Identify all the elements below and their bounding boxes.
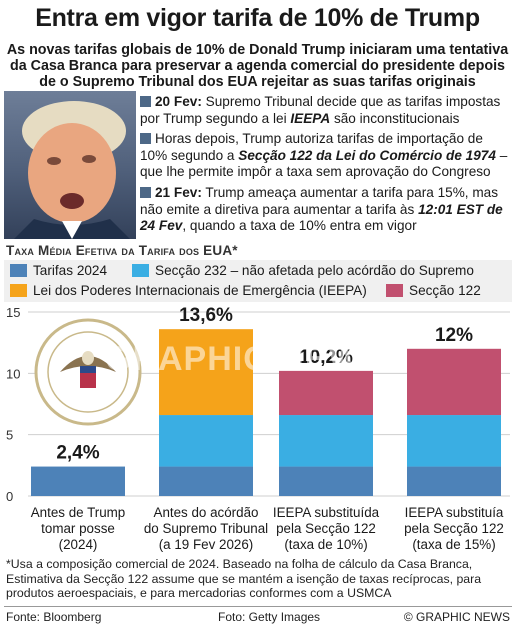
legend-label: Secção 232 – não afetada pelo acórdão do… xyxy=(155,263,474,278)
bullet-square-icon xyxy=(140,96,151,107)
legend-item: Lei dos Poderes Internacionais de Emergê… xyxy=(10,283,367,299)
category-label: (a 19 Fev 2026) xyxy=(159,537,254,552)
bar-value-label: 2,4% xyxy=(56,443,99,464)
category-label: (2024) xyxy=(59,537,98,552)
bar-segment xyxy=(279,370,373,416)
timeline-text: são inconstitucionais xyxy=(330,110,460,126)
legend-swatch xyxy=(10,284,27,297)
category-label: IEEPA substituía xyxy=(405,505,504,520)
trump-photo xyxy=(4,91,136,239)
category-label: tomar posse xyxy=(41,521,115,536)
category-label: pela Secção 122 xyxy=(276,521,376,536)
y-tick-label: 15 xyxy=(6,305,20,320)
timeline: 20 Fev: Supremo Tribunal decide que as t… xyxy=(140,94,512,239)
timeline-text: Trump ameaça aumentar a tarifa para 15%,… xyxy=(140,184,499,217)
legend-item: Secção 122 xyxy=(386,283,481,299)
footnote: *Usa a composição comercial de 2024. Bas… xyxy=(6,557,482,600)
category-label: IEEPA substituída xyxy=(273,505,380,520)
y-tick-label: 10 xyxy=(6,366,20,381)
legend-swatch xyxy=(386,284,403,297)
bar-segment xyxy=(407,466,501,496)
category-label: pela Secção 122 xyxy=(404,521,504,536)
timeline-emphasis: 12:01 EST de 24 Fev xyxy=(140,201,503,234)
bar-value-label: 10,2% xyxy=(299,347,353,368)
timeline-date: 21 Fev: xyxy=(155,184,202,200)
source-credit: Fonte: Bloomberg xyxy=(6,610,102,624)
legend-label: Tarifas 2024 xyxy=(33,263,108,278)
bar-segment xyxy=(159,415,253,467)
timeline-date: 20 Fev: xyxy=(155,94,202,109)
bar-value-label: 13,6% xyxy=(179,305,233,326)
category-label: Antes de Trump xyxy=(31,505,126,520)
bar-segment xyxy=(407,348,501,416)
timeline-text: Supremo Tribunal decide que as tarifas i… xyxy=(140,94,501,126)
timeline-text: – que lhe permite impôr a taxa sem aprov… xyxy=(140,147,508,180)
y-tick-label: 5 xyxy=(6,428,13,443)
legend-swatch xyxy=(132,264,149,277)
timeline-item: 20 Fev: Supremo Tribunal decide que as t… xyxy=(140,94,512,127)
copyright: © GRAPHIC NEWS xyxy=(403,610,510,624)
timeline-item: 21 Fev: Trump ameaça aumentar a tarifa p… xyxy=(140,185,512,235)
category-label: Antes do acórdão xyxy=(154,505,259,520)
timeline-text: Horas depois, Trump autoriza tarifas de … xyxy=(140,131,483,163)
bullet-square-icon xyxy=(140,133,151,145)
bar-segment xyxy=(159,329,253,416)
legend-swatch xyxy=(10,264,27,277)
bar-segment xyxy=(279,466,373,496)
category-label: (taxa de 10%) xyxy=(284,537,367,552)
bar-segment xyxy=(279,415,373,467)
category-label: (taxa de 15%) xyxy=(412,537,495,552)
legend-item: Secção 232 – não afetada pelo acórdão do… xyxy=(132,263,474,279)
chart-title: Taxa Média Efetiva da Tarifa dos EUA* xyxy=(6,243,238,258)
chart-legend: Tarifas 2024 Secção 232 – não afetada pe… xyxy=(4,260,512,302)
credits-bar: Fonte: Bloomberg Foto: Getty Images © GR… xyxy=(4,606,512,624)
bullet-square-icon xyxy=(140,186,151,198)
legend-item: Tarifas 2024 xyxy=(10,263,107,279)
legend-label: Lei dos Poderes Internacionais de Emergê… xyxy=(33,283,367,298)
bar-segment xyxy=(407,415,501,467)
subtitle: As novas tarifas globais de 10% de Donal… xyxy=(6,42,509,90)
photo-credit: Foto: Getty Images xyxy=(218,610,321,624)
bar-segment xyxy=(159,466,253,496)
y-tick-label: 0 xyxy=(6,489,13,504)
timeline-text: , quando a taxa de 10% entra em vigor xyxy=(182,218,417,234)
timeline-emphasis: Secção 122 da Lei do Comércio de 1974 xyxy=(238,147,496,163)
supreme-court-seal xyxy=(34,318,142,426)
bar-value-label: 12% xyxy=(435,325,473,346)
category-label: do Supremo Tribunal xyxy=(144,521,268,536)
legend-label: Secção 122 xyxy=(409,283,481,298)
timeline-emphasis: IEEPA xyxy=(290,110,331,126)
page-title: Entra em vigor tarifa de 10% de Trump xyxy=(35,4,480,32)
bar-segment xyxy=(31,466,125,496)
timeline-item: Horas depois, Trump autoriza tarifas de … xyxy=(140,131,512,181)
